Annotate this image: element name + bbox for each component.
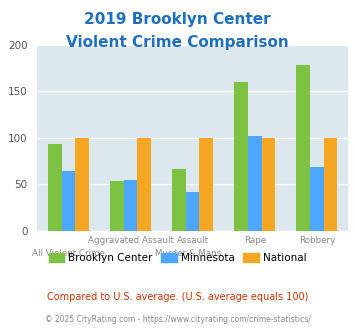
Text: All Violent Crime: All Violent Crime xyxy=(32,249,105,258)
Text: Robbery: Robbery xyxy=(299,236,335,245)
Bar xyxy=(324,138,337,231)
Bar xyxy=(248,136,262,231)
Bar xyxy=(137,138,151,231)
Text: 2019 Brooklyn Center: 2019 Brooklyn Center xyxy=(84,12,271,26)
Text: Murder & Mans...: Murder & Mans... xyxy=(155,249,230,258)
Text: Aggravated Assault: Aggravated Assault xyxy=(88,236,173,245)
Bar xyxy=(186,192,200,231)
Text: Assault: Assault xyxy=(176,236,209,245)
Bar xyxy=(172,169,186,231)
Bar xyxy=(48,144,61,231)
Bar xyxy=(75,138,89,231)
Bar xyxy=(310,167,324,231)
Bar xyxy=(234,82,248,231)
Bar xyxy=(61,171,75,231)
Bar xyxy=(296,65,310,231)
Text: Rape: Rape xyxy=(244,236,266,245)
Text: Compared to U.S. average. (U.S. average equals 100): Compared to U.S. average. (U.S. average … xyxy=(47,292,308,302)
Text: Violent Crime Comparison: Violent Crime Comparison xyxy=(66,35,289,50)
Bar xyxy=(262,138,275,231)
Legend: Brooklyn Center, Minnesota, National: Brooklyn Center, Minnesota, National xyxy=(44,248,311,267)
Bar xyxy=(124,180,137,231)
Text: © 2025 CityRating.com - https://www.cityrating.com/crime-statistics/: © 2025 CityRating.com - https://www.city… xyxy=(45,315,310,324)
Bar xyxy=(200,138,213,231)
Bar xyxy=(110,181,124,231)
